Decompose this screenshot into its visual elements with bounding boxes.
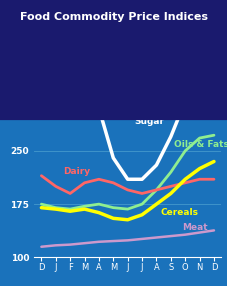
Text: Dairy: Dairy <box>63 166 90 176</box>
Text: Meat: Meat <box>182 223 207 233</box>
Text: Sugar: Sugar <box>134 117 164 126</box>
Text: 2002-2004=100: 2002-2004=100 <box>34 41 96 50</box>
Text: Oils & Fats: Oils & Fats <box>173 140 227 149</box>
Text: Food Commodity Price Indices: Food Commodity Price Indices <box>20 12 207 22</box>
Text: Cereals: Cereals <box>160 208 198 217</box>
